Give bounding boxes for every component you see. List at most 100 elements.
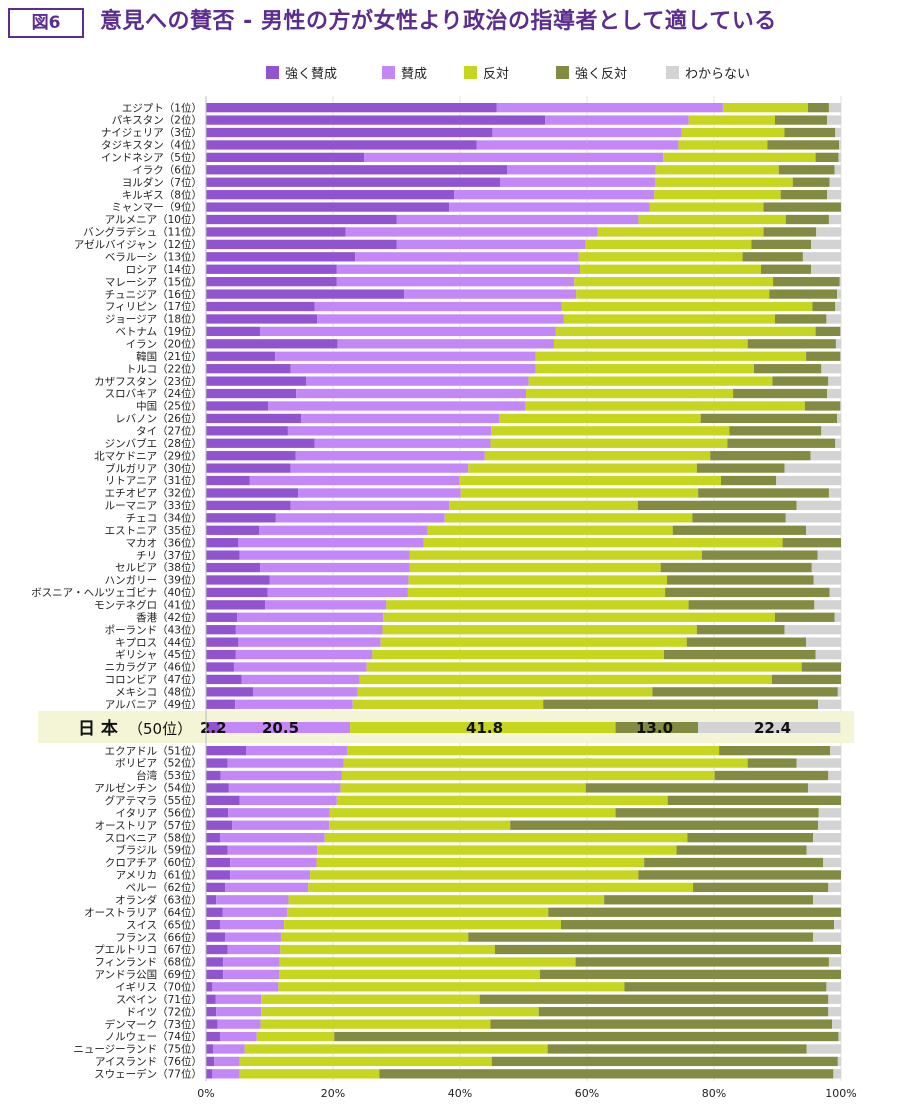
bar-segment-28-disagree — [484, 451, 711, 461]
bar-segment-5-strongly_disagree — [778, 165, 835, 175]
bar-segment-1-agree — [545, 115, 689, 125]
bar-segment-1-dont_know — [827, 115, 841, 125]
bar-segment-74-disagree — [239, 1056, 492, 1067]
bar-segment-59-strongly_disagree — [638, 870, 841, 880]
row-label-5: イラク（6位） — [132, 163, 202, 176]
bar-segment-14-strongly_agree — [206, 277, 337, 287]
row-label-19: イラン（20位） — [126, 337, 202, 350]
bar-segment-52-disagree — [340, 783, 586, 793]
bar-segment-51-strongly_disagree — [714, 770, 829, 781]
bar-segment-60-dont_know — [828, 882, 841, 893]
row-label-35: マカオ（36位） — [126, 536, 202, 549]
bar-segment-44-disagree — [372, 649, 664, 660]
japan-bar-segment-dont_know — [698, 722, 841, 733]
bar-segment-6-strongly_agree — [206, 177, 501, 187]
row-label-41: 香港（42位） — [136, 611, 202, 624]
bar-segment-46-agree — [241, 674, 360, 685]
bar-segment-30-disagree — [459, 475, 721, 486]
row-label-32: ルーマニア（33位） — [105, 499, 202, 512]
bar-segment-21-disagree — [535, 364, 755, 374]
row-label-30: リトアニア（31位） — [105, 474, 202, 487]
bar-segment-3-strongly_disagree — [767, 140, 840, 150]
bar-segment-38-disagree — [408, 575, 668, 585]
bar-segment-21-strongly_disagree — [754, 364, 822, 374]
japan-value-label-strongly_agree: 2.2 — [200, 719, 227, 737]
bar-segment-46-disagree — [359, 674, 772, 685]
bar-segment-43-strongly_agree — [206, 637, 239, 647]
legend-label-dont_know: わからない — [685, 67, 750, 82]
bar-segment-54-agree — [228, 808, 330, 818]
bar-segment-41-disagree — [383, 612, 775, 622]
bar-segment-5-strongly_agree — [206, 165, 507, 175]
bar-segment-63-strongly_disagree — [560, 920, 835, 930]
bar-segment-31-strongly_agree — [206, 488, 299, 498]
bar-segment-49-disagree — [346, 746, 720, 756]
japan-value-label-agree: 20.5 — [262, 719, 299, 737]
x-tick-label-0: 0% — [197, 1087, 214, 1100]
bar-segment-12-strongly_disagree — [742, 252, 803, 262]
legend-swatch-strongly_agree — [266, 66, 279, 79]
bar-segment-23-strongly_disagree — [733, 388, 828, 399]
bar-segment-43-disagree — [380, 637, 687, 647]
row-label-14: マレーシア（15位） — [105, 275, 202, 288]
bar-segment-32-strongly_agree — [206, 500, 291, 511]
bar-segment-30-dont_know — [776, 475, 841, 486]
bar-segment-39-agree — [267, 587, 408, 598]
bar-segment-29-agree — [290, 463, 469, 473]
bar-segment-24-strongly_disagree — [804, 401, 841, 411]
bar-segment-10-strongly_agree — [206, 227, 346, 237]
row-label-47: メキシコ（48位） — [115, 686, 202, 699]
bar-segment-12-dont_know — [802, 252, 841, 262]
row-label-43: キプロス（44位） — [115, 636, 202, 649]
row-label-20: 韓国（21位） — [136, 350, 202, 363]
bar-segment-10-disagree — [597, 227, 764, 237]
bar-segment-24-strongly_agree — [206, 401, 269, 411]
bar-segment-19-dont_know — [835, 339, 841, 349]
bar-segment-6-agree — [500, 177, 655, 187]
bar-segment-23-agree — [296, 388, 527, 399]
bar-segment-24-disagree — [525, 401, 805, 411]
row-label-15: チュニジア（16位） — [105, 288, 202, 301]
row-label-29: ブルガリア（30位） — [105, 462, 202, 475]
row-label-57: ブラジル（59位） — [115, 844, 202, 857]
bar-segment-42-disagree — [382, 625, 697, 635]
bar-segment-68-agree — [212, 982, 279, 992]
bar-segment-35-disagree — [423, 538, 783, 548]
bar-segment-3-disagree — [678, 140, 768, 150]
bar-segment-51-strongly_agree — [206, 770, 221, 781]
bar-segment-7-dont_know — [827, 190, 841, 200]
row-label-61: オランダ（63位） — [115, 893, 202, 906]
bar-segment-28-dont_know — [810, 451, 841, 461]
bar-segment-71-strongly_disagree — [490, 1019, 833, 1029]
bar-segment-56-strongly_agree — [206, 833, 220, 843]
bar-segment-56-dont_know — [813, 833, 841, 843]
bar-segment-13-dont_know — [811, 264, 841, 274]
row-label-26: タイ（27位） — [136, 424, 202, 437]
bar-segment-11-dont_know — [811, 239, 841, 250]
bar-segment-9-agree — [396, 214, 639, 225]
bar-segment-45-strongly_disagree — [801, 662, 841, 672]
bar-segment-34-disagree — [427, 525, 673, 535]
bar-segment-6-strongly_disagree — [792, 177, 830, 187]
bar-segment-58-dont_know — [823, 857, 841, 868]
bar-segment-30-strongly_agree — [206, 475, 250, 486]
bar-segment-60-disagree — [308, 882, 694, 893]
bar-segment-33-dont_know — [785, 513, 841, 523]
bar-segment-72-dont_know — [838, 1031, 841, 1042]
legend-swatch-agree — [382, 66, 395, 79]
bar-segment-70-disagree — [261, 1007, 539, 1017]
bar-segment-2-dont_know — [835, 127, 841, 138]
bar-segment-41-strongly_agree — [206, 612, 238, 622]
bar-segment-41-strongly_disagree — [774, 612, 835, 622]
x-tick-label-80: 80% — [702, 1087, 726, 1100]
bar-segment-4-strongly_agree — [206, 152, 365, 163]
row-label-66: フィンランド（68位） — [94, 956, 202, 969]
bar-segment-67-strongly_agree — [206, 969, 224, 980]
bar-segment-23-strongly_agree — [206, 388, 297, 399]
bar-segment-58-disagree — [316, 857, 645, 868]
bar-segment-20-dont_know — [840, 351, 841, 361]
bar-segment-71-disagree — [260, 1019, 491, 1029]
bar-segment-67-agree — [223, 969, 280, 980]
bar-segment-5-dont_know — [834, 165, 841, 175]
